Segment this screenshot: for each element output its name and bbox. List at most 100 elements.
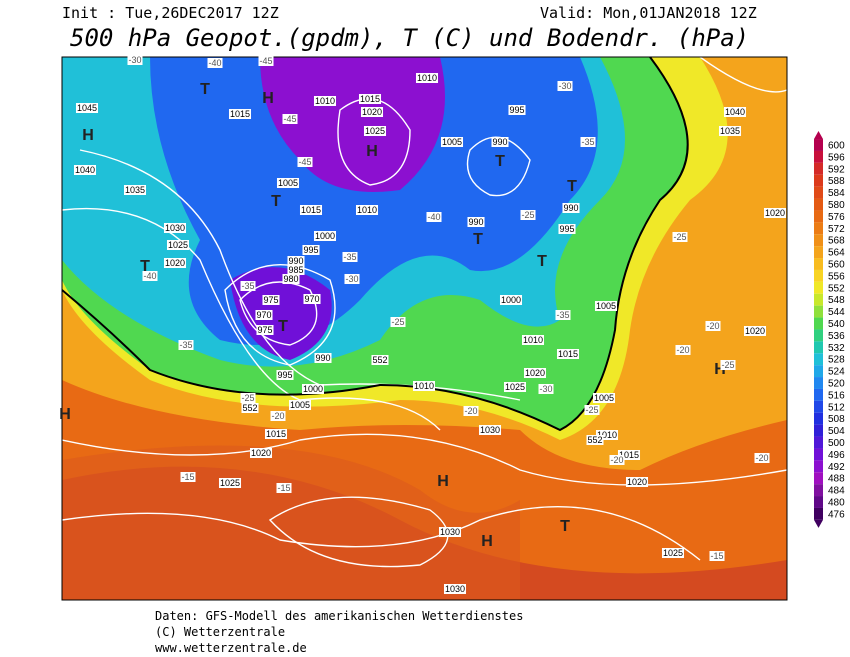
legend-level: 548 [828, 295, 845, 306]
contour-label: -20 [676, 345, 689, 355]
label-box [523, 368, 547, 378]
label-box [282, 114, 298, 124]
label-box [609, 455, 625, 465]
label-box [297, 157, 313, 167]
label-box [288, 400, 312, 410]
contour-label: 990 [315, 353, 330, 363]
label-box [508, 105, 526, 115]
pressure-center: H [437, 473, 449, 490]
legend-swatch [814, 436, 823, 449]
label-box [672, 232, 688, 242]
contour-label: -40 [143, 271, 156, 281]
contour-label: 552 [372, 355, 387, 365]
contour-label: 1020 [165, 258, 185, 268]
label-box [499, 295, 523, 305]
label-box [390, 317, 406, 327]
label-box [313, 96, 337, 106]
label-box [709, 551, 725, 561]
contour-label: -35 [581, 137, 594, 147]
pressure-center: T [140, 258, 150, 275]
contour-label: 552 [242, 403, 257, 413]
label-box [438, 527, 462, 537]
contour-label: 1005 [596, 301, 616, 311]
contour-label: -20 [271, 411, 284, 421]
contour-label: -15 [181, 472, 194, 482]
label-box [723, 107, 747, 117]
legend-swatch [814, 174, 823, 187]
label-box [73, 165, 97, 175]
contour-label: 990 [492, 137, 507, 147]
contour-label: 1000 [315, 231, 335, 241]
label-box [562, 203, 580, 213]
label-box [287, 265, 305, 275]
label-box [592, 393, 616, 403]
contour-label: 1015 [558, 349, 578, 359]
label-box [264, 429, 288, 439]
legend-swatch [814, 448, 823, 461]
label-box [218, 478, 242, 488]
contour-label: 1035 [720, 126, 740, 136]
label-box [675, 345, 691, 355]
contour-label: -40 [208, 58, 221, 68]
contour-label: 995 [559, 224, 574, 234]
contour-label: -20 [610, 455, 623, 465]
contour-label: 1010 [417, 73, 437, 83]
contour-label: -40 [427, 212, 440, 222]
contour-label: -45 [259, 56, 272, 66]
label-box [255, 310, 273, 320]
legend-swatch [814, 460, 823, 473]
contour-label: 990 [468, 217, 483, 227]
contour-label: 1005 [442, 137, 462, 147]
legend-swatch [814, 424, 823, 437]
legend-swatch [814, 341, 823, 354]
label-box [207, 58, 223, 68]
pressure-center: T [200, 81, 210, 98]
label-box [163, 258, 187, 268]
legend-swatch [814, 329, 823, 342]
contour-label: 552 [587, 435, 602, 445]
contour-label: 1040 [75, 165, 95, 175]
legend-swatch [814, 186, 823, 199]
label-box [299, 205, 323, 215]
contour-label: 1010 [597, 430, 617, 440]
pressure-center: T [278, 318, 288, 335]
legend-swatch [814, 150, 823, 163]
label-box [558, 224, 576, 234]
contour-label: 1010 [414, 381, 434, 391]
label-box [478, 425, 502, 435]
label-box [595, 430, 619, 440]
contour-label: 970 [256, 310, 271, 320]
legend-level: 584 [828, 188, 845, 199]
contour-label: 1040 [725, 107, 745, 117]
label-box [426, 212, 442, 222]
contour-label: -20 [706, 321, 719, 331]
label-box [521, 335, 545, 345]
label-box [178, 340, 194, 350]
label-box [127, 55, 143, 65]
contour-label: -25 [241, 393, 254, 403]
contour-label: 1045 [77, 103, 97, 113]
contour-label: 1015 [619, 450, 639, 460]
contour-label: 1010 [315, 96, 335, 106]
contour-label: -20 [464, 406, 477, 416]
legend-swatch [814, 353, 823, 366]
legend-level: 544 [828, 307, 845, 318]
label-box [241, 403, 259, 413]
contour-label: -15 [710, 551, 723, 561]
pressure-center: H [481, 533, 493, 550]
contour-label: 1015 [301, 205, 321, 215]
contour-label: 1000 [501, 295, 521, 305]
contour-label: -25 [673, 232, 686, 242]
contour-label: 1000 [303, 384, 323, 394]
pressure-center: T [495, 153, 505, 170]
legend-level: 560 [828, 260, 845, 271]
label-box [249, 448, 273, 458]
contour-label: -35 [556, 310, 569, 320]
legend-level: 572 [828, 224, 845, 235]
contour-label: 1005 [290, 400, 310, 410]
contour-label: 1020 [627, 477, 647, 487]
legend-level: 504 [828, 426, 845, 437]
legend-swatch [814, 507, 823, 520]
label-box [258, 56, 274, 66]
label-box [276, 370, 294, 380]
